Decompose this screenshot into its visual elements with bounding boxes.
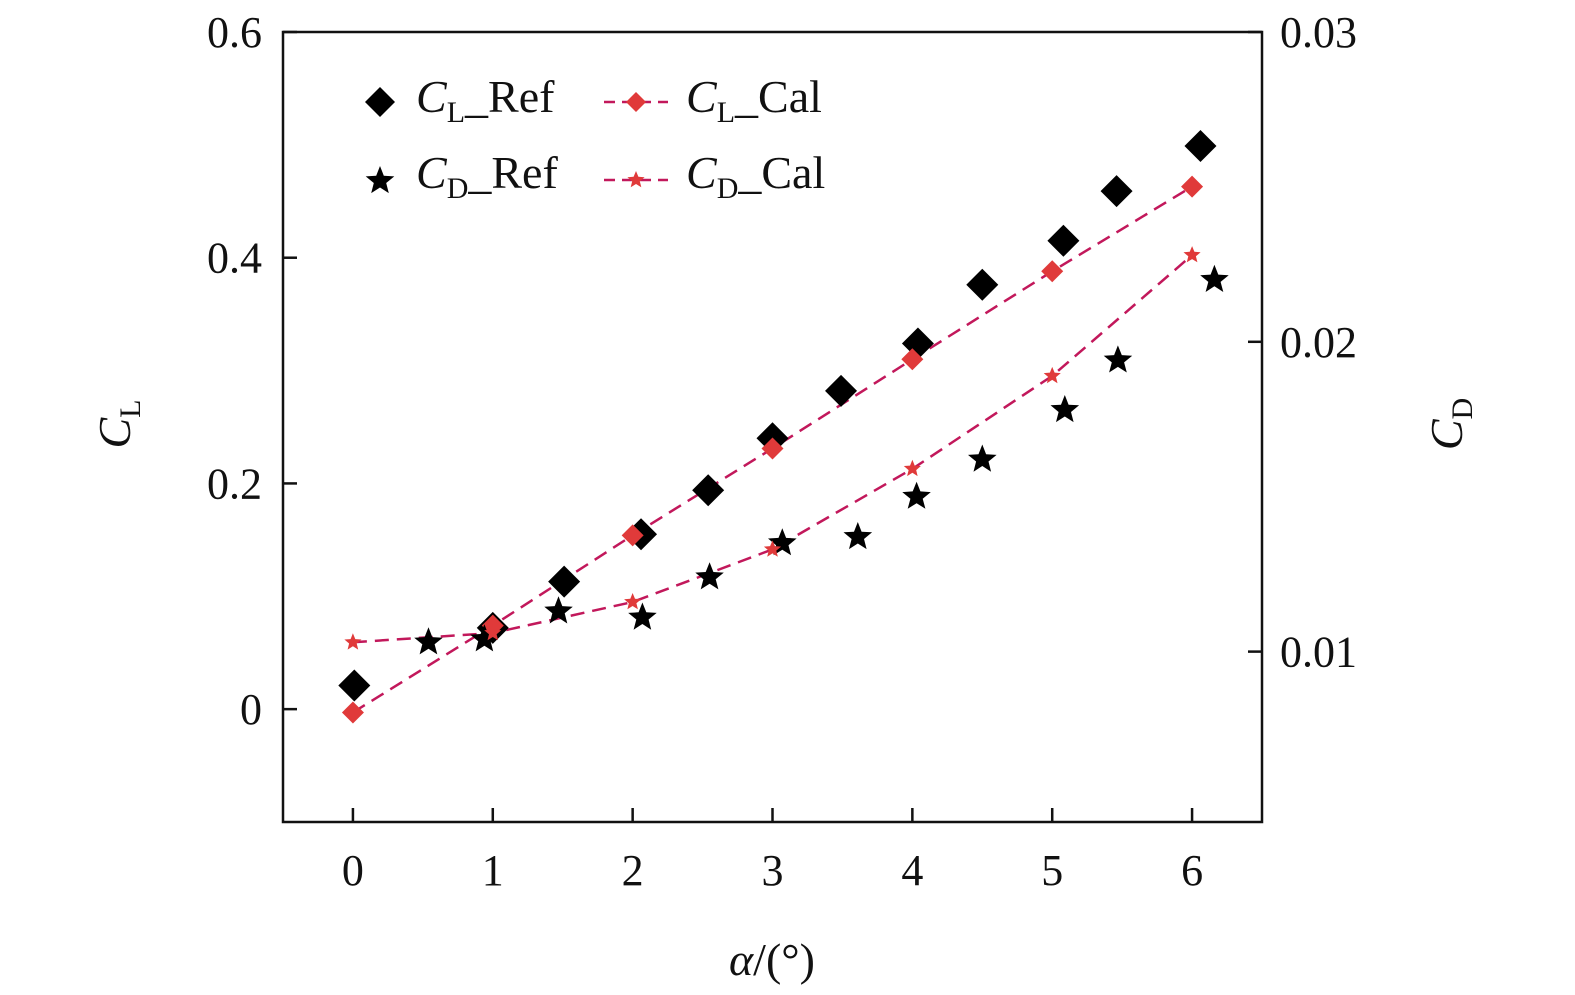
series-0-point — [692, 474, 725, 507]
legend-label: CD_Cal — [686, 147, 825, 205]
x-tick-label: 2 — [622, 846, 644, 895]
right-y-tick-label: 0.03 — [1280, 8, 1357, 57]
series-3-point — [903, 459, 921, 477]
series-0-point — [966, 268, 999, 301]
legend-entry-cd-cal: CD_Cal — [604, 147, 825, 205]
legend-label: CL_Ref — [416, 71, 555, 129]
right-y-axis-title: CD — [1421, 398, 1479, 450]
series-0-point — [338, 669, 371, 702]
right-y-axis: 0.01 0.02 0.03 — [1248, 8, 1357, 677]
series-1-point — [901, 348, 924, 371]
series-2-point — [695, 562, 724, 590]
left-y-tick-label: 0 — [240, 685, 262, 734]
series-2-point — [628, 602, 657, 630]
legend-diamond-marker — [365, 87, 395, 117]
legend-star-marker — [627, 171, 645, 188]
series-3-point — [484, 624, 502, 641]
series-2-point — [414, 627, 443, 655]
series-3-point — [1183, 246, 1201, 263]
legend-label: CL_Cal — [686, 71, 822, 129]
left-y-tick-label: 0.2 — [207, 459, 262, 508]
series-3-point — [763, 540, 782, 557]
x-tick-label: 4 — [901, 846, 923, 895]
x-tick-label: 0 — [342, 846, 364, 895]
x-axis: 0 1 2 3 4 5 6 — [342, 808, 1203, 895]
series-points — [338, 129, 1229, 724]
left-y-axis-title: CL — [89, 399, 147, 448]
series-2-point — [470, 624, 499, 652]
legend-entry-cd-ref: CD_Ref — [365, 147, 558, 205]
series-1-point — [1041, 260, 1064, 283]
series-2-point — [843, 522, 873, 550]
left-y-tick-label: 0.6 — [207, 8, 262, 57]
legend-star-marker — [365, 166, 395, 194]
series-2-point — [1050, 395, 1080, 423]
left-y-tick-label: 0.4 — [207, 234, 262, 283]
series-2-point — [1200, 264, 1229, 292]
series-2-point — [968, 444, 997, 472]
series-1-point — [761, 437, 784, 460]
legend-entry-cl-cal: CL_Cal — [604, 71, 822, 129]
legend: CL_Ref CL_Cal CD_Ref CD_Cal — [365, 71, 825, 205]
series-2-point — [544, 596, 573, 624]
x-tick-label: 1 — [482, 846, 504, 895]
x-tick-label: 6 — [1181, 846, 1203, 895]
series-0-point — [1047, 224, 1080, 257]
right-y-tick-label: 0.01 — [1280, 628, 1357, 677]
x-tick-label: 5 — [1041, 846, 1063, 895]
series-3-point — [1043, 366, 1061, 384]
series-2-point — [902, 481, 931, 509]
series-1-point — [341, 701, 364, 724]
series-2-point — [768, 528, 797, 556]
series-1-point — [1181, 175, 1204, 198]
series-3-point — [344, 633, 362, 650]
series-1-point — [621, 524, 644, 547]
legend-label: CD_Ref — [416, 147, 558, 205]
series-2-point — [1103, 345, 1133, 373]
series-0-point — [548, 565, 581, 598]
legend-entry-cl-ref: CL_Ref — [365, 71, 555, 129]
legend-diamond-marker — [626, 92, 646, 112]
series-0-point — [1184, 129, 1217, 162]
right-y-tick-label: 0.02 — [1280, 318, 1357, 367]
series-3-point — [624, 593, 642, 610]
x-tick-label: 3 — [762, 846, 784, 895]
x-axis-title: α/(°) — [729, 934, 815, 985]
series-0-point — [825, 374, 858, 407]
series-0-point — [1100, 175, 1133, 208]
left-y-axis: 0 0.2 0.4 0.6 — [207, 8, 297, 734]
